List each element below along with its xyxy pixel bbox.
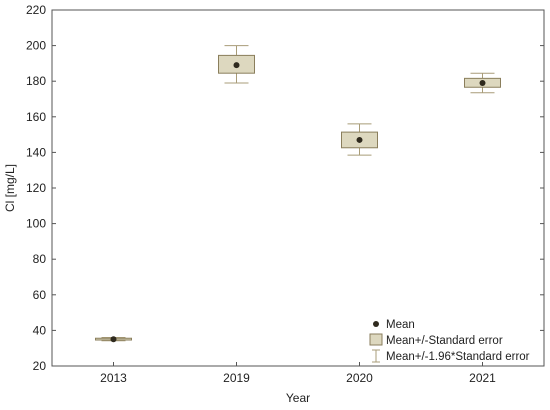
plot-frame xyxy=(51,9,545,367)
y-axis-title: Cl [mg/L] xyxy=(3,164,17,212)
y-tick-label: 100 xyxy=(26,217,46,231)
mean-point xyxy=(110,336,117,343)
legend: Mean Mean+/-Standard error Mean+/-1.96*Sta… xyxy=(369,319,530,363)
legend-mean-symbol xyxy=(373,321,379,327)
mean-point xyxy=(233,62,240,69)
plot-marks xyxy=(95,45,501,343)
y-tick-label: 180 xyxy=(26,74,46,88)
legend-label: Mean+/-1.96*Standard error xyxy=(386,351,530,363)
legend-label: Mean+/-Standard error xyxy=(386,335,503,347)
legend-label: Mean xyxy=(386,319,415,331)
y-tick-label: 220 xyxy=(26,3,46,17)
y-tick-label: 60 xyxy=(33,288,47,302)
x-tick-label: 2020 xyxy=(346,371,373,385)
y-tick-label: 20 xyxy=(33,359,47,373)
x-tick-label: 2021 xyxy=(469,371,496,385)
y-tick-label: 40 xyxy=(33,323,47,337)
mean-point xyxy=(479,79,486,86)
x-tick-label: 2013 xyxy=(100,371,127,385)
x-axis: 2013 2019 2020 2021 xyxy=(100,362,496,385)
y-tick-label: 80 xyxy=(33,252,47,266)
legend-se-symbol xyxy=(369,333,383,346)
y-tick-label: 140 xyxy=(26,145,46,159)
x-axis-title: Year xyxy=(286,391,310,405)
y-tick-label: 160 xyxy=(26,110,46,124)
y-axis: 20 40 60 80 100 120 140 160 180 200 220 xyxy=(26,3,544,373)
x-tick-label: 2019 xyxy=(223,371,250,385)
mean-point xyxy=(356,136,363,143)
y-tick-label: 200 xyxy=(26,39,46,53)
y-tick-label: 120 xyxy=(26,181,46,195)
